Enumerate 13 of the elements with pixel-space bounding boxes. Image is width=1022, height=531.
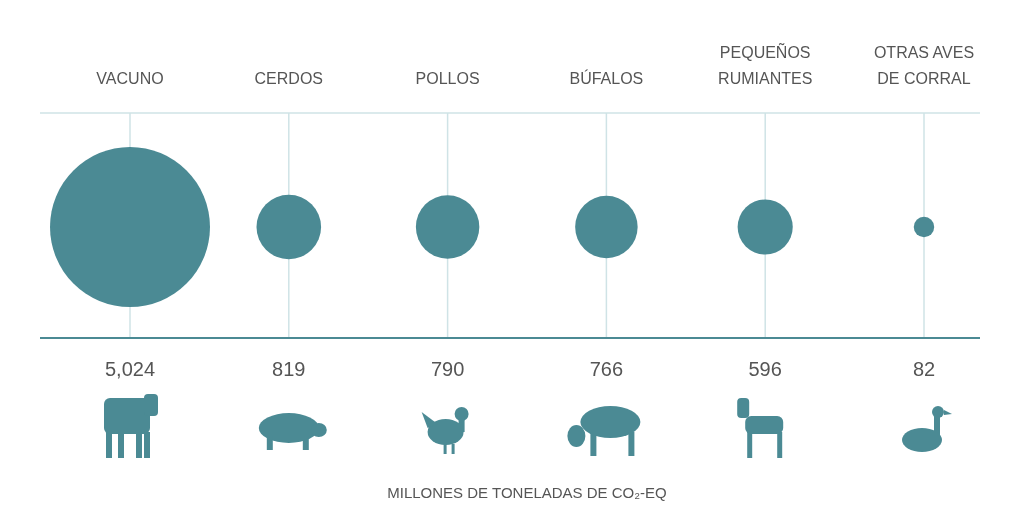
data-label: 5,024: [104, 358, 156, 380]
data-label: 766: [589, 358, 624, 380]
data-label: 82: [912, 358, 936, 380]
category-label: BÚFALOS: [569, 69, 644, 87]
data-label: 596: [748, 358, 782, 380]
category-label: PEQUEÑOS RUMIANTES: [718, 42, 813, 87]
data-label: 790: [430, 358, 465, 380]
data-label: 819: [272, 358, 306, 380]
category-label: CERDOS: [254, 70, 324, 87]
text: MILLONES DE TONELADAS DE CO₂-EQ: [387, 484, 667, 501]
category-label: OTRAS AVES DE CORRAL: [873, 44, 975, 87]
category-label: VACUNO: [96, 70, 164, 87]
category-label: POLLOS: [415, 70, 480, 87]
